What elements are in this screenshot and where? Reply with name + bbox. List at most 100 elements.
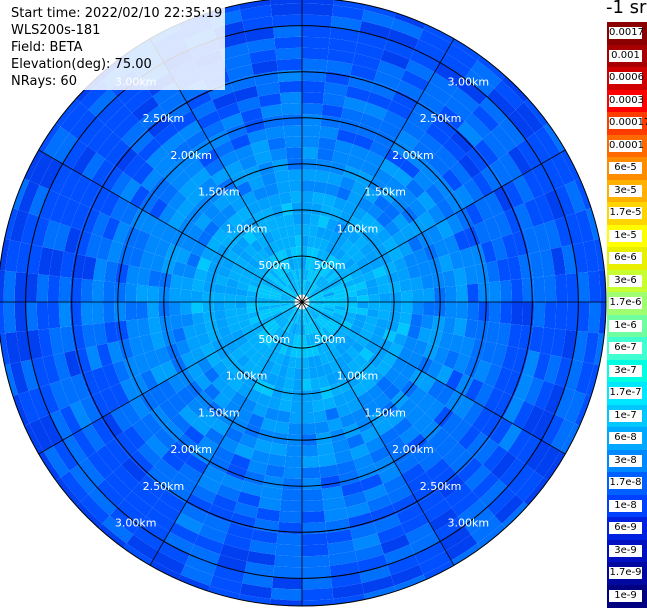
range-gate-cell xyxy=(302,136,319,148)
range-gate-cell xyxy=(368,294,379,302)
range-gate-cell xyxy=(180,289,192,302)
colorbar-tick-label: 1e-5 xyxy=(609,230,642,242)
range-gate-cell xyxy=(274,37,302,49)
range-gate-cell xyxy=(289,412,302,424)
range-gate-cell xyxy=(555,274,567,302)
range-gate-cell xyxy=(277,59,302,71)
range-gate-cell xyxy=(225,294,236,302)
range-gate-cell xyxy=(214,302,225,311)
range-ring-label: 3.00km xyxy=(448,75,490,88)
range-ring-label: 3.00km xyxy=(115,517,157,530)
range-gate-cell xyxy=(489,281,501,302)
colorbar-tick-label: 1.7e-8 xyxy=(609,477,642,489)
range-gate-cell xyxy=(357,302,368,309)
range-gate-cell xyxy=(273,26,302,39)
range-ring-label: 2.00km xyxy=(170,149,212,162)
range-gate-cell xyxy=(290,401,302,413)
range-gate-cell xyxy=(181,314,194,328)
range-gate-cell xyxy=(302,467,320,479)
range-gate-cell xyxy=(26,273,39,302)
range-gate-cell xyxy=(467,284,479,302)
colorbar-tick-label: 6e-9 xyxy=(609,522,642,534)
range-gate-cell xyxy=(4,302,17,333)
range-gate-cell xyxy=(302,180,315,192)
range-ring-label: 500m xyxy=(314,333,346,346)
range-gate-cell xyxy=(277,181,291,194)
range-ring-label: 500m xyxy=(258,259,290,272)
range-gate-cell xyxy=(401,290,413,302)
colorbar-tick-label: 0.0003 xyxy=(609,95,642,107)
colorbar-tick-label: 6e-8 xyxy=(609,432,642,444)
range-gate-cell xyxy=(48,302,60,329)
range-gate-cell xyxy=(271,4,302,17)
colorbar-tick-label: 3e-7 xyxy=(609,365,642,377)
range-ring-label: 500m xyxy=(258,333,290,346)
range-gate-cell xyxy=(302,566,331,579)
range-gate-cell xyxy=(81,279,93,302)
colorbar-tick-label: 6e-7 xyxy=(609,342,642,354)
start-time-label: Start time: 2022/02/10 22:35:19 xyxy=(11,5,222,22)
range-gate-cell xyxy=(236,302,247,309)
range-gate-cell xyxy=(302,478,322,490)
range-gate-cell xyxy=(302,379,311,390)
range-gate-cell xyxy=(302,191,314,203)
range-gate-cell xyxy=(302,368,310,379)
range-gate-cell xyxy=(169,288,181,302)
range-gate-cell xyxy=(566,302,579,331)
range-gate-cell xyxy=(421,315,434,330)
colorbar-tick-label: 1e-9 xyxy=(609,590,642,602)
range-gate-cell xyxy=(295,236,302,247)
range-gate-cell xyxy=(147,302,159,318)
range-gate-cell xyxy=(302,26,331,39)
colorbar-tick-label: 0.00017 xyxy=(609,117,642,129)
range-gate-cell xyxy=(289,180,302,192)
range-gate-cell xyxy=(533,302,545,327)
range-gate-cell xyxy=(314,181,328,194)
range-gate-cell xyxy=(274,170,289,183)
range-gate-cell xyxy=(478,302,490,322)
range-gate-cell xyxy=(302,225,310,236)
range-ring-label: 1.50km xyxy=(198,186,240,199)
range-gate-cell xyxy=(302,456,319,468)
range-gate-cell xyxy=(456,285,468,302)
range-gate-cell xyxy=(302,125,320,137)
colorbar-tick-label: 1.7e-9 xyxy=(609,567,642,579)
range-gate-cell xyxy=(445,302,457,318)
range-gate-cell xyxy=(302,544,329,556)
range-gate-cell xyxy=(285,456,302,468)
range-gate-cell xyxy=(302,533,327,545)
range-gate-cell xyxy=(180,302,192,315)
range-gate-cell xyxy=(136,302,148,319)
range-gate-cell xyxy=(281,489,302,501)
range-gate-cell xyxy=(59,302,71,327)
range-gate-cell xyxy=(37,274,49,302)
range-gate-cell xyxy=(423,288,435,302)
range-gate-cell xyxy=(390,292,402,302)
range-gate-cell xyxy=(92,302,104,324)
range-gate-cell xyxy=(203,292,215,302)
range-ring-label: 2.00km xyxy=(392,149,434,162)
range-gate-cell xyxy=(302,357,309,368)
range-ring-label: 2.50km xyxy=(143,480,185,493)
range-gate-cell xyxy=(467,302,479,320)
range-gate-cell xyxy=(315,421,330,434)
colorbar-tick-label: 0.0017 xyxy=(609,27,642,39)
colorbar-tick-label: 0.0006 xyxy=(609,72,642,84)
range-ring-label: 2.50km xyxy=(420,112,462,125)
range-gate-cell xyxy=(294,225,302,236)
range-gate-cell xyxy=(274,555,302,567)
range-gate-cell xyxy=(533,277,545,302)
range-gate-cell xyxy=(302,4,333,17)
range-gate-cell xyxy=(279,511,302,523)
range-gate-cell xyxy=(302,214,311,225)
range-ring-label: 3.00km xyxy=(448,517,490,530)
range-gate-cell xyxy=(410,314,423,328)
range-gate-cell xyxy=(544,302,556,329)
colorbar-tick-label: 1e-6 xyxy=(609,320,642,332)
range-gate-cell xyxy=(302,48,329,60)
colorbar-tick-label: 0.0001 xyxy=(609,140,642,152)
range-gate-cell xyxy=(273,566,302,579)
range-gate-cell xyxy=(103,302,115,323)
range-gate-cell xyxy=(302,37,330,49)
range-gate-cell xyxy=(302,59,327,71)
